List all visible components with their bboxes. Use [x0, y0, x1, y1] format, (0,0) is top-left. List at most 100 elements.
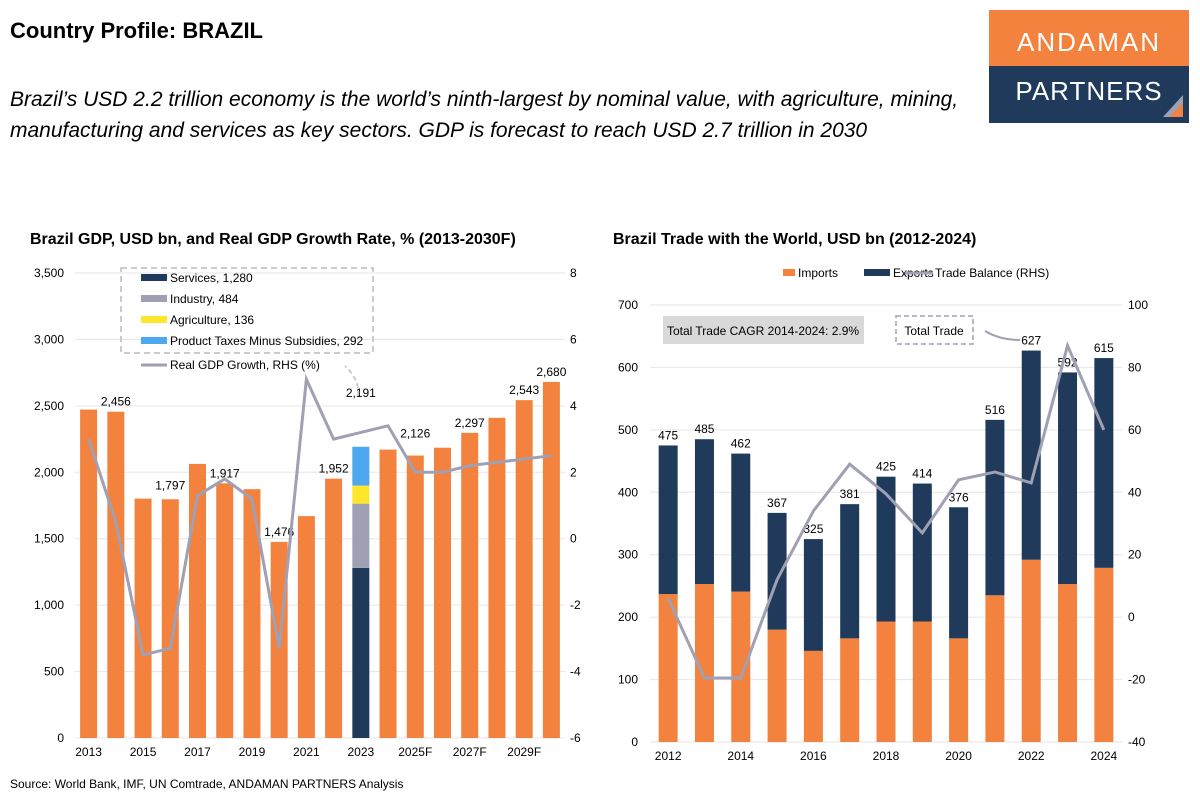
- gdp-bar: [161, 499, 179, 738]
- gdp-bar: [515, 400, 533, 738]
- y2-tick-label: 40: [1128, 485, 1142, 499]
- x-tick-label: 2029F: [507, 745, 541, 759]
- y2-tick-label: 4: [570, 399, 577, 413]
- cagr-box: [663, 316, 864, 344]
- x-tick-label: 2021: [293, 745, 320, 759]
- logo-bottom: PARTNERS: [989, 66, 1189, 123]
- x-tick-label: 2023: [347, 745, 374, 759]
- exports-bar: [1094, 358, 1114, 568]
- data-label: 1,917: [210, 466, 240, 480]
- legend-label: Agriculture, 136: [170, 313, 254, 327]
- imports-bar: [731, 591, 751, 742]
- y-tick-label: 200: [618, 610, 638, 624]
- gdp-bar: [406, 455, 424, 738]
- total-label: 414: [912, 467, 932, 481]
- y2-tick-label: -4: [570, 665, 581, 679]
- imports-bar: [949, 638, 969, 742]
- legend-label: Product Taxes Minus Subsidies, 292: [170, 334, 364, 348]
- gdp-bar: [325, 478, 343, 738]
- y-tick-label: 500: [618, 423, 638, 437]
- total-label: 462: [731, 437, 751, 451]
- x-tick-label: 2014: [727, 749, 754, 763]
- x-tick-label: 2016: [800, 749, 827, 763]
- y2-tick-label: 20: [1128, 548, 1142, 562]
- logo-bottom-text: PARTNERS: [1015, 76, 1163, 106]
- gdp-bar: [379, 449, 397, 738]
- legend-box: [120, 267, 374, 354]
- x-tick-label: 2018: [873, 749, 900, 763]
- imports-bar: [658, 594, 678, 742]
- x-tick-label: 2025F: [398, 745, 432, 759]
- growth-line: [87, 373, 552, 657]
- imports-bar: [912, 621, 932, 742]
- legend-label: Imports: [798, 266, 838, 280]
- stack-segment: [352, 485, 370, 504]
- imports-bar: [1058, 584, 1078, 742]
- x-tick-label: 2024: [1090, 749, 1117, 763]
- data-label: 2,297: [455, 416, 485, 430]
- gdp-bar: [189, 463, 206, 738]
- stack-segment: [352, 446, 370, 486]
- exports-bar: [803, 539, 823, 651]
- logo-triangle-icon: [1163, 95, 1183, 117]
- gdp-bar: [542, 381, 560, 738]
- exports-bar: [949, 507, 969, 639]
- y-tick-label: 1,000: [34, 598, 64, 612]
- exports-bar: [876, 476, 896, 622]
- data-label: 2,191: [346, 386, 376, 400]
- imports-bar: [840, 638, 860, 742]
- exports-bar: [840, 504, 860, 639]
- x-tick-label: 2020: [945, 749, 972, 763]
- exports-bar: [694, 439, 714, 585]
- gdp-bar: [80, 409, 98, 738]
- y2-tick-label: 100: [1128, 298, 1148, 312]
- data-label: 1,476: [264, 525, 294, 539]
- imports-bar: [767, 629, 787, 742]
- exports-bar: [985, 419, 1005, 596]
- y-tick-label: 3,500: [34, 266, 64, 280]
- gdp-bar: [134, 498, 152, 738]
- total-label: 475: [658, 428, 678, 442]
- y-tick-label: 300: [618, 548, 638, 562]
- andaman-logo: ANDAMAN PARTNERS: [989, 10, 1189, 123]
- legend-swatch-exports: [864, 269, 890, 276]
- x-tick-label: 2027F: [453, 745, 487, 759]
- trade-chart: 0 100 200 300 400 500 600 700 -40 -20 0 20 40 60 80 100…: [618, 266, 1148, 763]
- gdp-bar: [488, 417, 506, 738]
- gdp-bar: [297, 516, 315, 738]
- page-title: Country Profile: BRAZIL: [10, 18, 263, 43]
- legend-swatch-imports: [783, 269, 795, 276]
- gdp-bar: [461, 432, 479, 738]
- y2-tick-label: 0: [570, 532, 577, 546]
- gdp-chart: 0 500 1,000 1,500 2,000 2,500 3,000 3,500 -6 -4 -2…: [34, 266, 581, 759]
- gdp-bar: [434, 447, 451, 738]
- y2-tick-label: -2: [570, 598, 581, 612]
- total-label: 485: [694, 422, 714, 436]
- y-tick-label: 700: [618, 298, 638, 312]
- imports-bar: [803, 650, 823, 742]
- data-label: 2,456: [101, 395, 131, 409]
- imports-bar: [1021, 559, 1041, 742]
- y2-tick-label: -20: [1128, 673, 1146, 687]
- trade-chart-title: Brazil Trade with the World, USD bn (201…: [613, 231, 977, 248]
- x-tick-label: 2013: [75, 745, 102, 759]
- gdp-bar: [216, 483, 234, 738]
- exports-bar: [1058, 372, 1078, 585]
- legend-swatch: [141, 316, 167, 323]
- y-tick-label: 1,500: [34, 532, 64, 546]
- total-label: 627: [1021, 334, 1041, 348]
- gdp-bar: [243, 489, 261, 738]
- gdp-chart-title: Brazil GDP, USD bn, and Real GDP Growth …: [30, 231, 516, 248]
- total-label: 425: [876, 460, 896, 474]
- y2-tick-label: 2: [570, 465, 577, 479]
- legend-label: Industry, 484: [170, 292, 239, 306]
- y-tick-label: 2,000: [34, 465, 64, 479]
- imports-bar: [694, 584, 714, 742]
- y2-tick-label: 6: [570, 332, 577, 346]
- y-tick-label: 600: [618, 360, 638, 374]
- x-tick-label: 2012: [655, 749, 682, 763]
- legend-label: Real GDP Growth, RHS (%): [170, 358, 320, 372]
- data-label: 2,680: [536, 365, 566, 379]
- legend-label: Services, 1,280: [170, 271, 253, 285]
- y2-tick-label: 60: [1128, 423, 1142, 437]
